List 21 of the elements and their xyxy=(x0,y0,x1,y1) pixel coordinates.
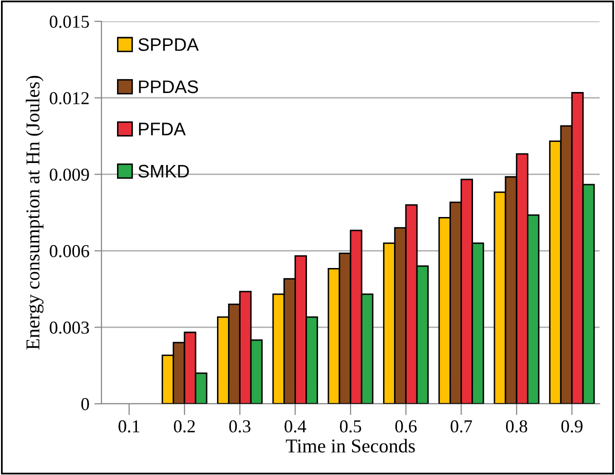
x-tick-label: 0.3 xyxy=(229,420,250,433)
x-axis-title: Time in Seconds xyxy=(286,438,415,453)
x-tick-label: 0.2 xyxy=(174,420,195,433)
y-axis-title: Energy consumption at Hn (Joules) xyxy=(26,76,44,350)
y-tick-label: 0 xyxy=(81,398,89,410)
x-tick-label: 0.9 xyxy=(561,420,582,433)
legend-label: SPPDA xyxy=(138,38,199,51)
x-tick-label: 0.4 xyxy=(284,420,306,433)
x-tick-label: 0.7 xyxy=(450,420,472,433)
legend-label: PPDAS xyxy=(139,80,198,94)
y-tick-label: 0.006 xyxy=(50,245,90,258)
y-tick-label: 0.003 xyxy=(50,322,89,334)
y-tick-label: 0.015 xyxy=(50,16,89,28)
x-tick-label: 0.5 xyxy=(340,420,362,433)
legend-label: PFDA xyxy=(139,122,186,136)
x-tick-label: 0.1 xyxy=(118,420,140,433)
legend-label: SMKD xyxy=(138,164,189,178)
y-tick-label: 0.009 xyxy=(50,168,89,181)
y-tick-label: 0.012 xyxy=(50,92,89,104)
x-tick-label: 0.8 xyxy=(506,420,528,433)
x-tick-label: 0.6 xyxy=(395,420,417,433)
